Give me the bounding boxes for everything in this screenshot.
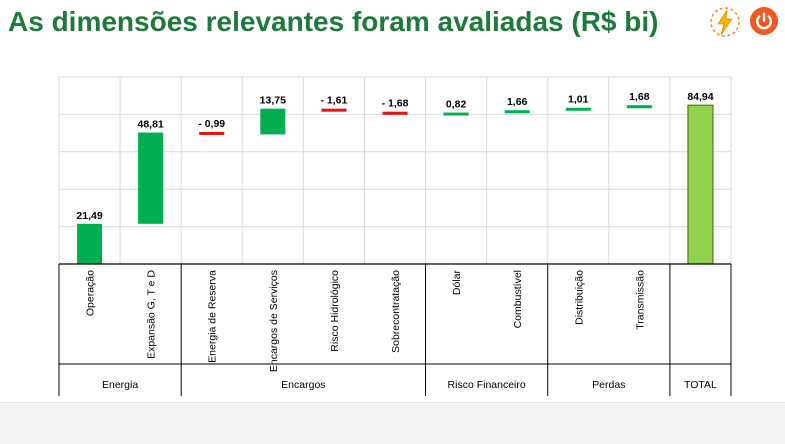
data-label: 1,66 <box>507 96 528 108</box>
category-tick-label: Risco Hidrológico <box>329 270 341 352</box>
data-label: 0,82 <box>446 99 467 111</box>
category-tick-label: Sobrecontratação <box>390 270 402 353</box>
bar <box>77 223 103 264</box>
data-label: 13,75 <box>260 95 286 107</box>
category-tick-label: Distribuição <box>573 270 585 325</box>
data-label: 1,01 <box>568 94 589 106</box>
bar <box>626 105 652 109</box>
data-label: - 0,99 <box>198 118 225 130</box>
group-label: TOTAL <box>684 379 717 391</box>
bar <box>565 107 591 111</box>
group-label: Perdas <box>592 379 625 391</box>
data-label: 48,81 <box>137 119 163 131</box>
page-title: As dimensões relevantes foram avaliadas … <box>8 6 659 37</box>
bar <box>382 111 408 115</box>
bar <box>138 132 164 224</box>
data-label: 21,49 <box>76 210 102 222</box>
category-tick-label: Dólar <box>451 269 463 295</box>
power-button-icon[interactable] <box>749 6 779 36</box>
bar <box>199 131 225 135</box>
category-tick-label: Operação <box>85 270 97 316</box>
bar <box>321 108 347 112</box>
data-label: 84,94 <box>687 91 713 103</box>
bar <box>504 110 530 114</box>
category-tick-label: Transmissão <box>634 270 646 330</box>
group-label: Encargos <box>281 379 325 391</box>
category-tick-label: Energia de Reserva <box>207 270 219 363</box>
data-label: 1,68 <box>629 91 650 103</box>
category-tick-label: Encargos de Serviços <box>268 270 280 372</box>
data-label: - 1,61 <box>320 95 347 107</box>
data-label: - 1,68 <box>382 98 409 110</box>
bar <box>260 108 286 135</box>
slide-footer-band <box>0 402 785 444</box>
bar <box>687 104 714 265</box>
category-tick-label: Combustível <box>512 270 524 328</box>
group-label: Risco Financeiro <box>448 379 526 391</box>
group-label: Energia <box>102 379 138 391</box>
lightning-bolt-icon <box>710 7 740 37</box>
category-tick-label: Expansão G, T e D <box>146 270 158 359</box>
bar <box>443 112 469 116</box>
